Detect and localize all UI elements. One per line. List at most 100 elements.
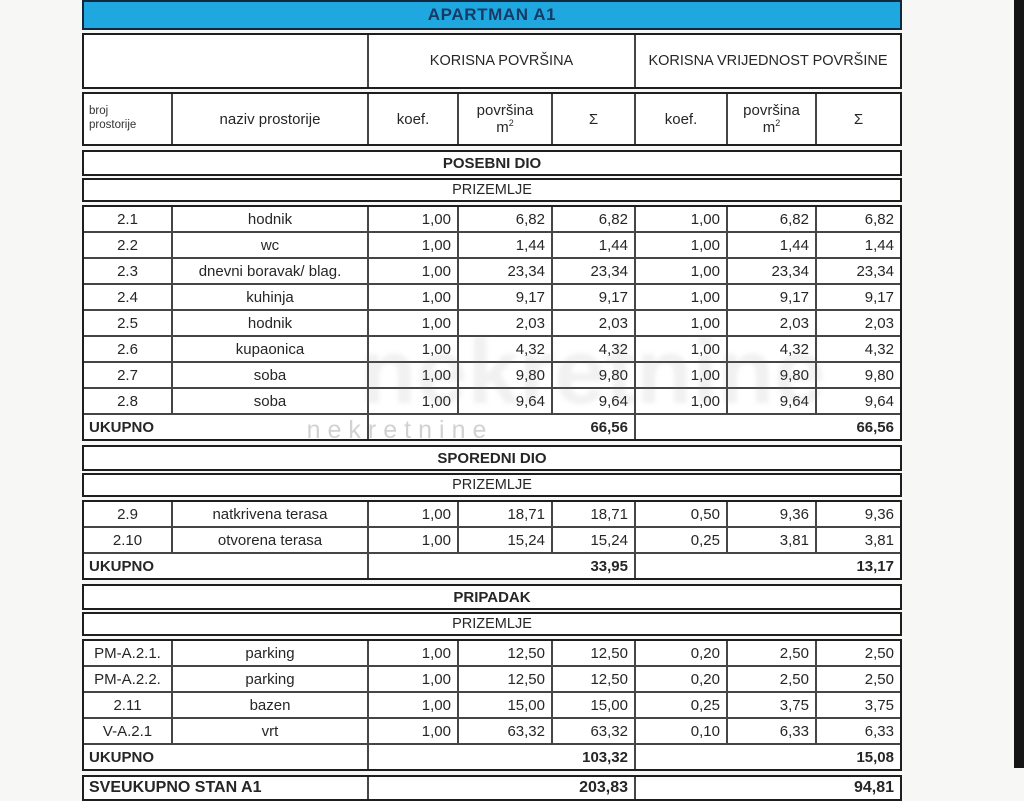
cell-koef-2: 0,10 (634, 719, 726, 743)
ukupno-left-value: 66,56 (367, 415, 634, 439)
cell-koef-1: 1,00 (367, 259, 457, 283)
grand-total-left-value: 203,83 (367, 777, 634, 799)
cell-sigma-2: 2,03 (815, 311, 900, 335)
col-header-koef-1: koef. (367, 94, 457, 144)
table-sections: POSEBNI DIO PRIZEMLJE 2.1 hodnik 1,00 6,82 6,8… (82, 150, 902, 771)
col-header-broj-line1: broj (89, 105, 109, 118)
cell-sigma-1: 4,32 (551, 337, 634, 361)
cell-povrsina-1: 18,71 (457, 502, 551, 526)
grand-total-right-value: 94,81 (634, 777, 900, 799)
screen-right-edge-strip (1014, 0, 1024, 768)
floor-band-2: PRIZEMLJE (82, 612, 902, 636)
group-header-korisna-povrsina: KORISNA POVRŠINA (367, 35, 634, 87)
cell-povrsina-2: 3,75 (726, 693, 815, 717)
cell-sigma-2: 2,50 (815, 641, 900, 665)
table-row: 2.2 wc 1,00 1,44 1,44 1,00 1,44 1,44 (84, 231, 900, 257)
ukupno-row-2: UKUPNO 103,32 15,08 (84, 743, 900, 769)
cell-room-name: otvorena terasa (171, 528, 367, 552)
cell-sigma-2: 3,81 (815, 528, 900, 552)
cell-povrsina-1: 15,24 (457, 528, 551, 552)
cell-povrsina-2: 3,81 (726, 528, 815, 552)
cell-koef-1: 1,00 (367, 337, 457, 361)
cell-sigma-2: 9,80 (815, 363, 900, 387)
cell-povrsina-1: 23,34 (457, 259, 551, 283)
group-header-korisna-vrijednost: KORISNA VRIJEDNOST POVRŠINE (634, 35, 900, 87)
ukupno-left-value: 103,32 (367, 745, 634, 769)
cell-room-id: 2.9 (117, 505, 138, 523)
cell-povrsina-2: 9,80 (726, 363, 815, 387)
cell-room-name: bazen (171, 693, 367, 717)
cell-povrsina-1: 15,00 (457, 693, 551, 717)
cell-povrsina-1: 9,17 (457, 285, 551, 309)
ukupno-right-value: 13,17 (634, 554, 900, 578)
cell-koef-1: 1,00 (367, 528, 457, 552)
table-row: 2.3 dnevni boravak/ blag. 1,00 23,34 23,34 1,… (84, 257, 900, 283)
cell-sigma-2: 6,82 (815, 207, 900, 231)
cell-room-id: 2.1 (117, 210, 138, 228)
cell-koef-2: 1,00 (634, 259, 726, 283)
cell-sigma-1: 9,17 (551, 285, 634, 309)
col-header-naziv-prostorije: naziv prostorije (171, 94, 367, 144)
cell-povrsina-2: 2,50 (726, 667, 815, 691)
cell-koef-1: 1,00 (367, 641, 457, 665)
area-calculation-table: APARTMAN A1 KORISNA POVRŠINA KORISNA VRI… (82, 0, 902, 801)
cell-room-name: wc (171, 233, 367, 257)
table-row: 2.9 natkrivena terasa 1,00 18,71 18,71 0,50 9,… (84, 502, 900, 526)
col-header-povrsina-1: površina m2 (457, 94, 551, 144)
cell-koef-2: 0,50 (634, 502, 726, 526)
cell-room-name: hodnik (171, 207, 367, 231)
table-row: 2.10 otvorena terasa 1,00 15,24 15,24 0,25 3,8… (84, 526, 900, 552)
section-title-band-1: SPOREDNI DIO (82, 445, 902, 471)
grand-total-row: SVEUKUPNO STAN A1 203,83 94,81 (82, 775, 902, 801)
cell-povrsina-2: 6,82 (726, 207, 815, 231)
cell-room-id: 2.8 (117, 392, 138, 410)
cell-sigma-1: 9,64 (551, 389, 634, 413)
column-header-row: broj prostorije naziv prostorije koef. p… (82, 92, 902, 146)
cell-room-name: parking (171, 667, 367, 691)
cell-koef-2: 0,25 (634, 693, 726, 717)
cell-room-id: 2.10 (112, 531, 143, 549)
table-row: PM-A.2.2. parking 1,00 12,50 12,50 0,20 2,50 2,… (84, 665, 900, 691)
cell-room-id: V-A.2.1 (102, 722, 153, 740)
cell-sigma-1: 12,50 (551, 667, 634, 691)
cell-povrsina-2: 2,03 (726, 311, 815, 335)
cell-sigma-1: 6,82 (551, 207, 634, 231)
cell-koef-1: 1,00 (367, 502, 457, 526)
cell-sigma-1: 18,71 (551, 502, 634, 526)
cell-povrsina-2: 1,44 (726, 233, 815, 257)
cell-sigma-2: 6,33 (815, 719, 900, 743)
cell-povrsina-1: 4,32 (457, 337, 551, 361)
cell-povrsina-1: 2,03 (457, 311, 551, 335)
cell-povrsina-2: 9,64 (726, 389, 815, 413)
floor-band-1: PRIZEMLJE (82, 473, 902, 497)
cell-sigma-2: 3,75 (815, 693, 900, 717)
table-row: PM-A.2.1. parking 1,00 12,50 12,50 0,20 2,50 2,… (84, 641, 900, 665)
povrsina-unit: m2 (762, 118, 781, 137)
cell-room-name: dnevni boravak/ blag. (171, 259, 367, 283)
ukupno-right-value: 15,08 (634, 745, 900, 769)
col-header-koef-2: koef. (634, 94, 726, 144)
section-rows-1: 2.9 natkrivena terasa 1,00 18,71 18,71 0,50 9,… (82, 500, 902, 580)
apartment-title-band: APARTMAN A1 (82, 0, 902, 30)
cell-koef-1: 1,00 (367, 311, 457, 335)
cell-koef-2: 1,00 (634, 311, 726, 335)
cell-room-name: natkrivena terasa (171, 502, 367, 526)
cell-sigma-1: 9,80 (551, 363, 634, 387)
cell-sigma-1: 15,24 (551, 528, 634, 552)
group-header-row: KORISNA POVRŠINA KORISNA VRIJEDNOST POVR… (82, 33, 902, 89)
cell-koef-1: 1,00 (367, 285, 457, 309)
section-rows-0: 2.1 hodnik 1,00 6,82 6,82 1,00 6,82 6,82 2.2 wc 1,… (82, 205, 902, 441)
cell-room-id: 2.7 (117, 366, 138, 384)
povrsina-word: površina (476, 101, 534, 119)
cell-room-name: parking (171, 641, 367, 665)
table-row: 2.6 kupaonica 1,00 4,32 4,32 1,00 4,32 4,32 (84, 335, 900, 361)
ukupno-label: UKUPNO (89, 557, 155, 575)
table-row: V-A.2.1 vrt 1,00 63,32 63,32 0,10 6,33 6,33 (84, 717, 900, 743)
col-header-broj-line2: prostorije (89, 119, 137, 131)
cell-koef-2: 1,00 (634, 337, 726, 361)
cell-sigma-2: 4,32 (815, 337, 900, 361)
cell-koef-2: 1,00 (634, 389, 726, 413)
cell-povrsina-1: 9,64 (457, 389, 551, 413)
cell-koef-2: 1,00 (634, 285, 726, 309)
cell-sigma-1: 2,03 (551, 311, 634, 335)
